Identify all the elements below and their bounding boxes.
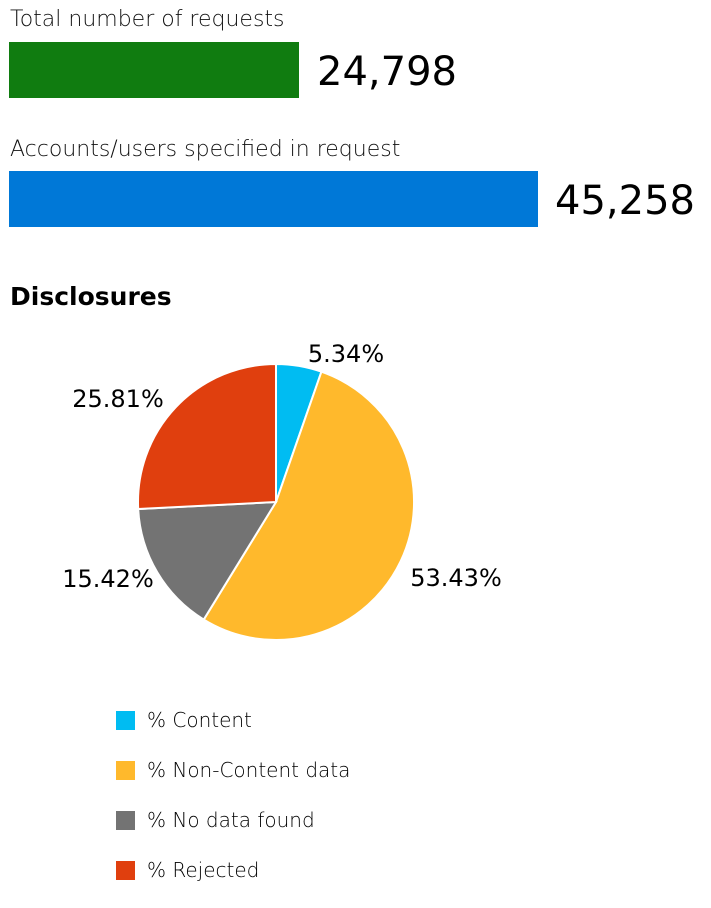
- pie-slice-rejected: [137, 362, 277, 511]
- pie-label-non-content: 53.43%: [410, 564, 502, 592]
- pie-slice-no-data: [137, 500, 278, 621]
- metric-accounts-value: 45,258: [555, 178, 695, 224]
- legend-label-no-data: % No data found: [147, 808, 315, 832]
- legend-item-rejected: % Rejected: [116, 858, 350, 908]
- legend-label-rejected: % Rejected: [147, 858, 260, 882]
- pie-label-content: 5.34%: [308, 340, 384, 368]
- legend-swatch-rejected: [116, 861, 135, 880]
- legend-item-no-data: % No data found: [116, 808, 350, 858]
- legend-item-non-content: % Non-Content data: [116, 758, 350, 808]
- metric-requests-bar: [9, 42, 299, 98]
- legend-swatch-content: [116, 711, 135, 730]
- pie-label-no-data: 15.42%: [62, 565, 154, 593]
- metric-requests-label: Total number of requests: [10, 7, 285, 32]
- metric-accounts-bar: [9, 171, 538, 227]
- pie-slice-non-content: [202, 370, 415, 642]
- legend-swatch-non-content: [116, 761, 135, 780]
- pie-chart: 5.34% 53.43% 15.42% 25.81%: [62, 340, 502, 642]
- section-title: Disclosures: [10, 282, 172, 311]
- chart-legend: % Content % Non-Content data % No data f…: [116, 708, 350, 908]
- pie-label-rejected: 25.81%: [72, 385, 164, 413]
- legend-label-non-content: % Non-Content data: [147, 758, 351, 782]
- legend-item-content: % Content: [116, 708, 350, 758]
- legend-label-content: % Content: [147, 708, 252, 732]
- metric-requests-value: 24,798: [317, 49, 457, 95]
- legend-swatch-no-data: [116, 811, 135, 830]
- metric-accounts-label: Accounts/users specified in request: [10, 137, 401, 162]
